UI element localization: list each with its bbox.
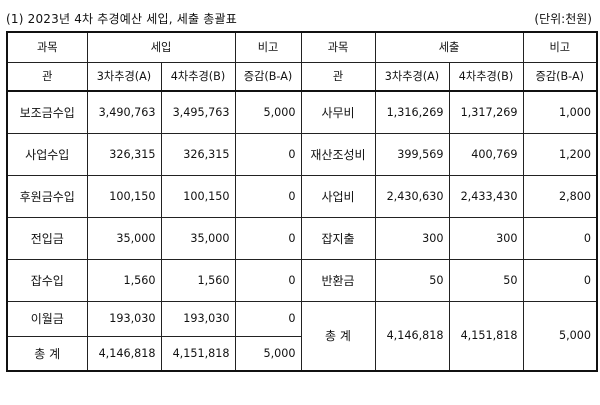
revenue-3rd-value: 3,490,763 bbox=[86, 90, 162, 134]
expenditure-4th-value: 1,317,269 bbox=[448, 90, 524, 134]
expenditure-total-4th: 4,151,818 bbox=[448, 300, 524, 372]
header-row-2: 관 3차추경(A) 4차추경(B) 증감(B-A) 관 3차추경(A) 4차추경… bbox=[6, 61, 598, 92]
expenditure-note-header: 비고 bbox=[522, 31, 598, 63]
expenditure-3rd-value: 399,569 bbox=[374, 132, 450, 176]
expenditure-3rd-value: 300 bbox=[374, 216, 450, 260]
expenditure-col-diff: 증감(B-A) bbox=[522, 61, 598, 92]
expenditure-total-diff: 5,000 bbox=[522, 300, 598, 372]
revenue-3rd-value: 326,315 bbox=[86, 132, 162, 176]
revenue-diff-value: 0 bbox=[234, 258, 302, 302]
revenue-4th-value: 193,030 bbox=[160, 300, 236, 337]
table-row: 이월금 193,030 193,030 0 총 계 4,146,818 4,15… bbox=[6, 300, 598, 372]
expenditure-item-name: 재산조성비 bbox=[300, 132, 376, 176]
revenue-item-name: 잡수입 bbox=[6, 258, 88, 302]
table-row: 전입금 35,000 35,000 0 잡지출 300 300 0 bbox=[6, 216, 598, 260]
revenue-4th-value: 1,560 bbox=[160, 258, 236, 302]
revenue-item-name: 사업수입 bbox=[6, 132, 88, 176]
revenue-total-diff: 5,000 bbox=[234, 335, 302, 372]
revenue-total-3rd: 4,146,818 bbox=[86, 335, 162, 372]
unit-label: (단위:천원) bbox=[534, 12, 592, 26]
expenditure-sub-category: 관 bbox=[300, 61, 376, 92]
expenditure-item-name: 잡지출 bbox=[300, 216, 376, 260]
header-row-1: 과목 세입 비고 과목 세출 비고 bbox=[6, 31, 598, 63]
revenue-diff-value: 0 bbox=[234, 174, 302, 218]
expenditure-col-4th: 4차추경(B) bbox=[448, 61, 524, 92]
revenue-diff-value: 0 bbox=[234, 300, 302, 337]
expenditure-4th-value: 50 bbox=[448, 258, 524, 302]
page-title: (1) 2023년 4차 추경예산 세입, 세출 총괄표 bbox=[6, 12, 237, 26]
expenditure-3rd-value: 50 bbox=[374, 258, 450, 302]
expenditure-4th-value: 400,769 bbox=[448, 132, 524, 176]
expenditure-item-name: 반환금 bbox=[300, 258, 376, 302]
expenditure-item-name: 사무비 bbox=[300, 90, 376, 134]
revenue-3rd-value: 35,000 bbox=[86, 216, 162, 260]
revenue-category-header: 과목 bbox=[6, 31, 88, 63]
revenue-item-name: 전입금 bbox=[6, 216, 88, 260]
revenue-col-4th: 4차추경(B) bbox=[160, 61, 236, 92]
expenditure-diff-value: 0 bbox=[522, 216, 598, 260]
revenue-4th-value: 326,315 bbox=[160, 132, 236, 176]
revenue-3rd-value: 1,560 bbox=[86, 258, 162, 302]
expenditure-item-name: 사업비 bbox=[300, 174, 376, 218]
table-row: 사업수입 326,315 326,315 0 재산조성비 399,569 400… bbox=[6, 132, 598, 176]
revenue-col-diff: 증감(B-A) bbox=[234, 61, 302, 92]
expenditure-4th-value: 300 bbox=[448, 216, 524, 260]
expenditure-total-3rd: 4,146,818 bbox=[374, 300, 450, 372]
expenditure-3rd-value: 2,430,630 bbox=[374, 174, 450, 218]
revenue-4th-value: 100,150 bbox=[160, 174, 236, 218]
revenue-diff-value: 5,000 bbox=[234, 90, 302, 134]
revenue-item-name: 후원금수입 bbox=[6, 174, 88, 218]
revenue-4th-value: 3,495,763 bbox=[160, 90, 236, 134]
revenue-col-3rd: 3차추경(A) bbox=[86, 61, 162, 92]
expenditure-total-label: 총 계 bbox=[300, 300, 376, 372]
revenue-3rd-value: 100,150 bbox=[86, 174, 162, 218]
table-row: 후원금수입 100,150 100,150 0 사업비 2,430,630 2,… bbox=[6, 174, 598, 218]
revenue-sub-category: 관 bbox=[6, 61, 88, 92]
expenditure-category-header: 과목 bbox=[300, 31, 376, 63]
revenue-diff-value: 0 bbox=[234, 132, 302, 176]
revenue-item-name: 이월금 bbox=[6, 300, 88, 337]
revenue-3rd-value: 193,030 bbox=[86, 300, 162, 337]
expenditure-diff-value: 1,000 bbox=[522, 90, 598, 134]
expenditure-diff-value: 0 bbox=[522, 258, 598, 302]
revenue-diff-value: 0 bbox=[234, 216, 302, 260]
revenue-total-4th: 4,151,818 bbox=[160, 335, 236, 372]
revenue-note-header: 비고 bbox=[234, 31, 302, 63]
expenditure-col-3rd: 3차추경(A) bbox=[374, 61, 450, 92]
expenditure-header: 세출 bbox=[374, 31, 524, 63]
revenue-total-label: 총 계 bbox=[6, 335, 88, 372]
table-row: 보조금수입 3,490,763 3,495,763 5,000 사무비 1,31… bbox=[6, 90, 598, 134]
revenue-item-name: 보조금수입 bbox=[6, 90, 88, 134]
revenue-4th-value: 35,000 bbox=[160, 216, 236, 260]
table-row: 잡수입 1,560 1,560 0 반환금 50 50 0 bbox=[6, 258, 598, 302]
expenditure-3rd-value: 1,316,269 bbox=[374, 90, 450, 134]
expenditure-diff-value: 1,200 bbox=[522, 132, 598, 176]
total-row: 총 계 4,146,818 4,151,818 5,000 bbox=[6, 335, 597, 372]
expenditure-diff-value: 2,800 bbox=[522, 174, 598, 218]
revenue-header: 세입 bbox=[86, 31, 236, 63]
expenditure-4th-value: 2,433,430 bbox=[448, 174, 524, 218]
budget-summary-table: 과목 세입 비고 과목 세출 비고 관 3차추경(A) 4차추경(B) 증감(B… bbox=[6, 31, 598, 372]
